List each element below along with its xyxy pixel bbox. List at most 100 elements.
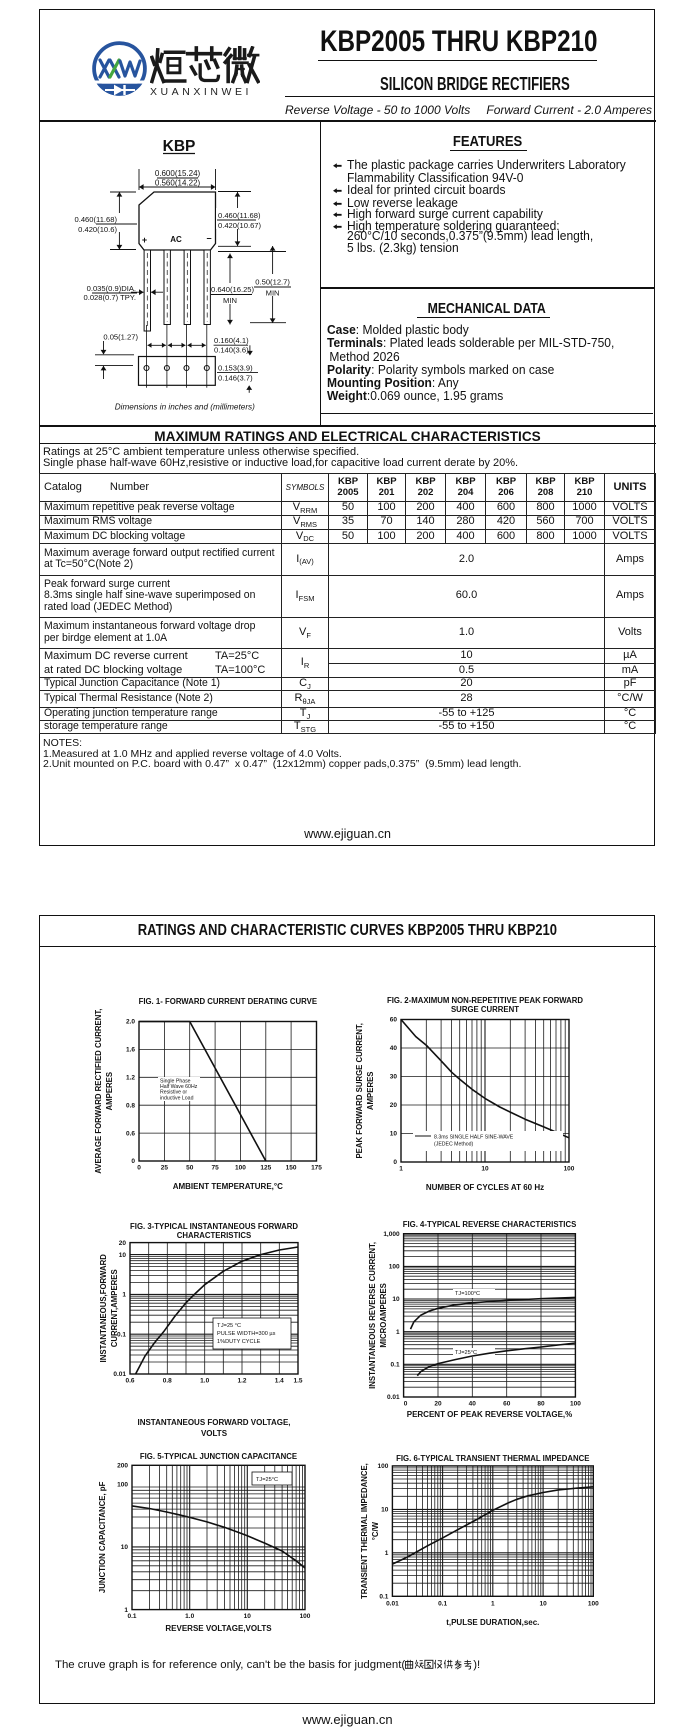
svg-text:1.0: 1.0 xyxy=(200,1378,209,1385)
svg-text:AVERAGE FORWARD RECTIFIED CURR: AVERAGE FORWARD RECTIFIED CURRENT, xyxy=(94,1009,103,1174)
svg-text:0.6: 0.6 xyxy=(126,1130,135,1137)
svg-text:0.8: 0.8 xyxy=(126,1102,135,1109)
svg-text:1.2: 1.2 xyxy=(237,1378,246,1385)
svg-text:10: 10 xyxy=(539,1600,547,1607)
svg-text:CHARACTERISTICS: CHARACTERISTICS xyxy=(177,1231,252,1240)
svg-text:TJ=25°C: TJ=25°C xyxy=(455,1350,477,1356)
svg-text:TJ=100°C: TJ=100°C xyxy=(455,1291,480,1297)
svg-text:0.460(11.68): 0.460(11.68) xyxy=(75,215,118,224)
svg-text:60: 60 xyxy=(390,1017,398,1024)
svg-text:100: 100 xyxy=(588,1600,599,1607)
svg-text:0.160(4.1): 0.160(4.1) xyxy=(214,336,249,345)
svg-text:175: 175 xyxy=(311,1165,322,1172)
svg-text:1%DUTY CYCLE: 1%DUTY CYCLE xyxy=(217,1339,261,1345)
svg-text:0.1: 0.1 xyxy=(117,1331,126,1338)
svg-text:1.0: 1.0 xyxy=(185,1613,194,1620)
svg-text:0.035(0.9)DIA.: 0.035(0.9)DIA. xyxy=(87,284,136,293)
svg-text:150: 150 xyxy=(286,1165,297,1172)
svg-text:1: 1 xyxy=(491,1600,495,1607)
svg-text:10: 10 xyxy=(381,1507,389,1514)
svg-text:100: 100 xyxy=(389,1264,400,1271)
svg-text:0.640(16.25): 0.640(16.25) xyxy=(211,285,255,294)
svg-text:t,PULSE DURATION,sec.: t,PULSE DURATION,sec. xyxy=(446,1618,539,1627)
svg-text:1: 1 xyxy=(122,1292,126,1299)
svg-text:FIG. 2-MAXIMUM NON-REPETITIVE: FIG. 2-MAXIMUM NON-REPETITIVE PEAK FORWA… xyxy=(387,996,583,1005)
svg-text:0.1: 0.1 xyxy=(379,1594,388,1601)
svg-text:FIG. 4-TYPICAL REVERSE CHARACT: FIG. 4-TYPICAL REVERSE CHARACTERISTICS xyxy=(403,1220,577,1229)
svg-text:T J=25 °C: T J=25 °C xyxy=(217,1323,241,1329)
svg-text:0: 0 xyxy=(131,1158,135,1165)
svg-text:FIG. 3-TYPICAL INSTANTANEOUS F: FIG. 3-TYPICAL INSTANTANEOUS FORWARD xyxy=(130,1222,298,1231)
svg-text:Half Wave 60Hz: Half Wave 60Hz xyxy=(160,1084,198,1090)
svg-text:80: 80 xyxy=(537,1401,545,1408)
svg-text:10: 10 xyxy=(244,1613,252,1620)
svg-text:0: 0 xyxy=(393,1159,397,1166)
svg-text:10: 10 xyxy=(119,1252,127,1259)
svg-text:100: 100 xyxy=(564,1166,575,1173)
svg-text:0.600(15.24): 0.600(15.24) xyxy=(155,169,201,178)
svg-text:0.153(3.9): 0.153(3.9) xyxy=(218,364,253,373)
svg-text:FIG. 5-TYPICAL JUNCTION CAPACI: FIG. 5-TYPICAL JUNCTION CAPACITANCE xyxy=(140,1452,297,1461)
svg-text:0: 0 xyxy=(137,1165,141,1172)
svg-text:INSTANTANEOUS REVERSE CURRENT,: INSTANTANEOUS REVERSE CURRENT, xyxy=(368,1242,377,1389)
svg-text:1,000: 1,000 xyxy=(383,1231,400,1238)
svg-text:40: 40 xyxy=(469,1401,477,1408)
svg-text:40: 40 xyxy=(390,1045,398,1052)
svg-text:0.1: 0.1 xyxy=(438,1600,447,1607)
svg-text:20: 20 xyxy=(434,1401,442,1408)
svg-text:0.140(3.6): 0.140(3.6) xyxy=(214,346,249,355)
svg-text:NUMBER OF CYCLES AT 60 Hz: NUMBER OF CYCLES AT 60 Hz xyxy=(426,1183,544,1192)
svg-text:1.2: 1.2 xyxy=(126,1075,135,1082)
svg-text:100: 100 xyxy=(378,1463,389,1470)
svg-text:0.50(12.7): 0.50(12.7) xyxy=(255,278,290,287)
svg-text:MICROAMPERES: MICROAMPERES xyxy=(379,1283,388,1348)
svg-text:TJ=25°C: TJ=25°C xyxy=(256,1477,278,1483)
svg-text:20: 20 xyxy=(119,1240,127,1247)
svg-text:MIN: MIN xyxy=(223,296,237,305)
svg-text:0.1: 0.1 xyxy=(127,1613,136,1620)
svg-text:2.0: 2.0 xyxy=(126,1019,135,1026)
svg-text:Resistive or: Resistive or xyxy=(160,1090,187,1096)
svg-text:Dimensions in inches and (mill: Dimensions in inches and (millimeters) xyxy=(115,403,255,412)
svg-text:0.6: 0.6 xyxy=(125,1378,134,1385)
svg-text:MIN: MIN xyxy=(266,289,280,298)
svg-text:AC: AC xyxy=(170,235,182,244)
svg-text:1.5: 1.5 xyxy=(293,1378,302,1385)
svg-text:PULSE WIDTH=300 µs: PULSE WIDTH=300 µs xyxy=(217,1331,276,1337)
svg-text:FIG. 6-TYPICAL TRANSIENT THERM: FIG. 6-TYPICAL TRANSIENT THERMAL IMPEDAN… xyxy=(396,1454,589,1463)
svg-text:AMPERES: AMPERES xyxy=(366,1072,375,1111)
svg-text:10: 10 xyxy=(481,1166,489,1173)
svg-text:PEAK FORWARD SURGE CURRENT,: PEAK FORWARD SURGE CURRENT, xyxy=(355,1023,364,1158)
svg-text:+: + xyxy=(142,235,147,245)
svg-text:20: 20 xyxy=(390,1102,398,1109)
svg-text:0.460(11.68): 0.460(11.68) xyxy=(218,211,261,220)
svg-text:25: 25 xyxy=(161,1165,169,1172)
svg-text:1: 1 xyxy=(396,1329,400,1336)
svg-text:0.05(1.27): 0.05(1.27) xyxy=(103,333,138,342)
svg-text:CURRENT,AMPERES: CURRENT,AMPERES xyxy=(110,1269,119,1347)
svg-text:0.146(3.7): 0.146(3.7) xyxy=(218,373,253,382)
svg-text:Single Phase: Single Phase xyxy=(160,1079,191,1085)
svg-text:FIG. 1- FORWARD CURRENT DERATI: FIG. 1- FORWARD CURRENT DERATING CURVE xyxy=(139,997,317,1006)
svg-text:AMBIENT TEMPERATURE,°C: AMBIENT TEMPERATURE,°C xyxy=(173,1182,283,1191)
svg-text:VOLTS: VOLTS xyxy=(201,1429,228,1438)
svg-text:100: 100 xyxy=(117,1481,128,1488)
svg-text:PERCENT OF PEAK REVERSE VOLTAG: PERCENT OF PEAK REVERSE VOLTAGE,% xyxy=(407,1410,573,1419)
svg-text:0: 0 xyxy=(404,1401,408,1408)
svg-text:°C/W: °C/W xyxy=(371,1521,380,1540)
svg-text:(JEDEC Method): (JEDEC Method) xyxy=(434,1142,473,1148)
svg-text:60: 60 xyxy=(503,1401,511,1408)
svg-text:KBP: KBP xyxy=(163,138,196,155)
svg-text:0.420(10.67): 0.420(10.67) xyxy=(218,221,262,230)
svg-text:inductive Load: inductive Load xyxy=(160,1095,194,1101)
svg-text:0.560(14.22): 0.560(14.22) xyxy=(155,179,201,188)
svg-text:1.4: 1.4 xyxy=(275,1378,284,1385)
svg-text:10: 10 xyxy=(390,1131,398,1138)
svg-text:100: 100 xyxy=(570,1401,581,1408)
svg-text:125: 125 xyxy=(260,1165,271,1172)
svg-text:AMPERES: AMPERES xyxy=(105,1072,114,1111)
svg-text:10: 10 xyxy=(392,1296,400,1303)
svg-text:0.028(0.7) TPY.: 0.028(0.7) TPY. xyxy=(84,293,137,302)
svg-text:1: 1 xyxy=(399,1166,403,1173)
svg-text:REVERSE VOLTAGE,VOLTS: REVERSE VOLTAGE,VOLTS xyxy=(165,1624,272,1633)
